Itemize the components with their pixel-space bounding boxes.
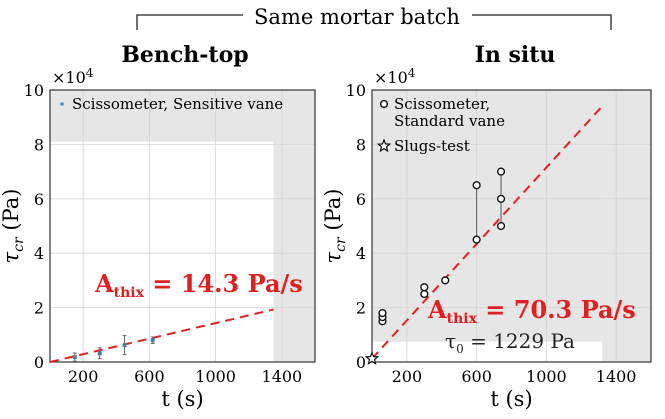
legend-label: Slugs-test	[394, 137, 470, 155]
data-point	[496, 221, 506, 231]
data-point	[420, 283, 429, 292]
y-tick-label: 10	[346, 81, 366, 100]
x-tick-label: 200	[392, 367, 423, 386]
panel-title-insitu: In situ	[475, 42, 556, 68]
y-tick-label: 4	[356, 244, 366, 263]
fit-line	[371, 105, 603, 360]
legend-marker	[60, 102, 64, 106]
y-tick-label: 10	[24, 81, 44, 100]
annotation-text: Athix = 14.3 Pa/s	[94, 269, 303, 301]
y-tick-label: 6	[356, 190, 366, 209]
data-point	[472, 235, 481, 244]
legend-label: Standard vane	[394, 112, 505, 130]
data-point	[150, 338, 155, 343]
y-tick-label: 0	[356, 353, 366, 372]
legend-marker	[376, 138, 392, 153]
chart-bench-top: 200 600 1000 1400 0 2 4 6 8 10 ×104 t (s) τcr (Pa) Sc…	[0, 66, 316, 411]
x-tick-label: 1000	[195, 367, 236, 386]
shaded-region	[50, 90, 274, 142]
data-point	[496, 194, 506, 203]
x-tick-label: 600	[461, 367, 492, 386]
header-title: Same mortar batch	[254, 5, 460, 29]
data-point	[122, 343, 127, 348]
shaded-region	[273, 90, 315, 362]
data-point	[472, 181, 481, 190]
data-point	[420, 289, 429, 299]
data-point	[364, 351, 380, 365]
data-point	[496, 167, 506, 176]
panel-title-benchtop: Bench-top	[121, 42, 248, 68]
x-tick-label: 600	[134, 367, 165, 386]
y-tick-label: 2	[356, 299, 366, 318]
annotation-text: Athix = 70.3 Pa/s	[427, 295, 636, 327]
data-point	[441, 276, 450, 285]
y-tick-label: 6	[34, 190, 44, 209]
shaded-region	[372, 90, 603, 342]
plot-frame	[371, 89, 652, 363]
x-tick-label: 1000	[526, 367, 567, 386]
y-axis-label: τcr (Pa)	[0, 189, 27, 264]
header-bracket	[136, 14, 612, 30]
x-tick-label: 200	[68, 367, 99, 386]
legend-label: Scissometer,	[394, 95, 490, 113]
y-multiplier: ×104	[52, 66, 94, 87]
x-axis-label: t (s)	[490, 387, 532, 411]
legend-marker	[379, 99, 389, 109]
plot-frame	[49, 89, 316, 363]
data-point	[97, 351, 102, 356]
x-tick-label: 1400	[596, 367, 637, 386]
y-tick-label: 2	[34, 299, 44, 318]
data-point	[378, 308, 387, 318]
annotation-text: τ0 = 1229 Pa	[445, 329, 575, 356]
legend-label: Scissometer, Sensitive vane	[72, 95, 283, 113]
x-tick-label: 1400	[262, 367, 303, 386]
chart-in-situ: 200 600 1000 1400 0 2 4 6 8 10 ×104 t (s) τcr (Pa) Sc…	[321, 66, 652, 411]
fit-line	[49, 308, 274, 363]
y-tick-label: 4	[34, 244, 44, 263]
y-tick-label: 8	[34, 135, 44, 154]
y-multiplier: ×104	[374, 66, 416, 87]
data-point	[72, 355, 77, 360]
y-tick-label: 8	[356, 135, 366, 154]
shaded-region	[602, 90, 651, 362]
x-axis-label: t (s)	[161, 387, 203, 411]
y-axis-label: τcr (Pa)	[321, 189, 349, 264]
y-tick-label: 0	[34, 353, 44, 372]
